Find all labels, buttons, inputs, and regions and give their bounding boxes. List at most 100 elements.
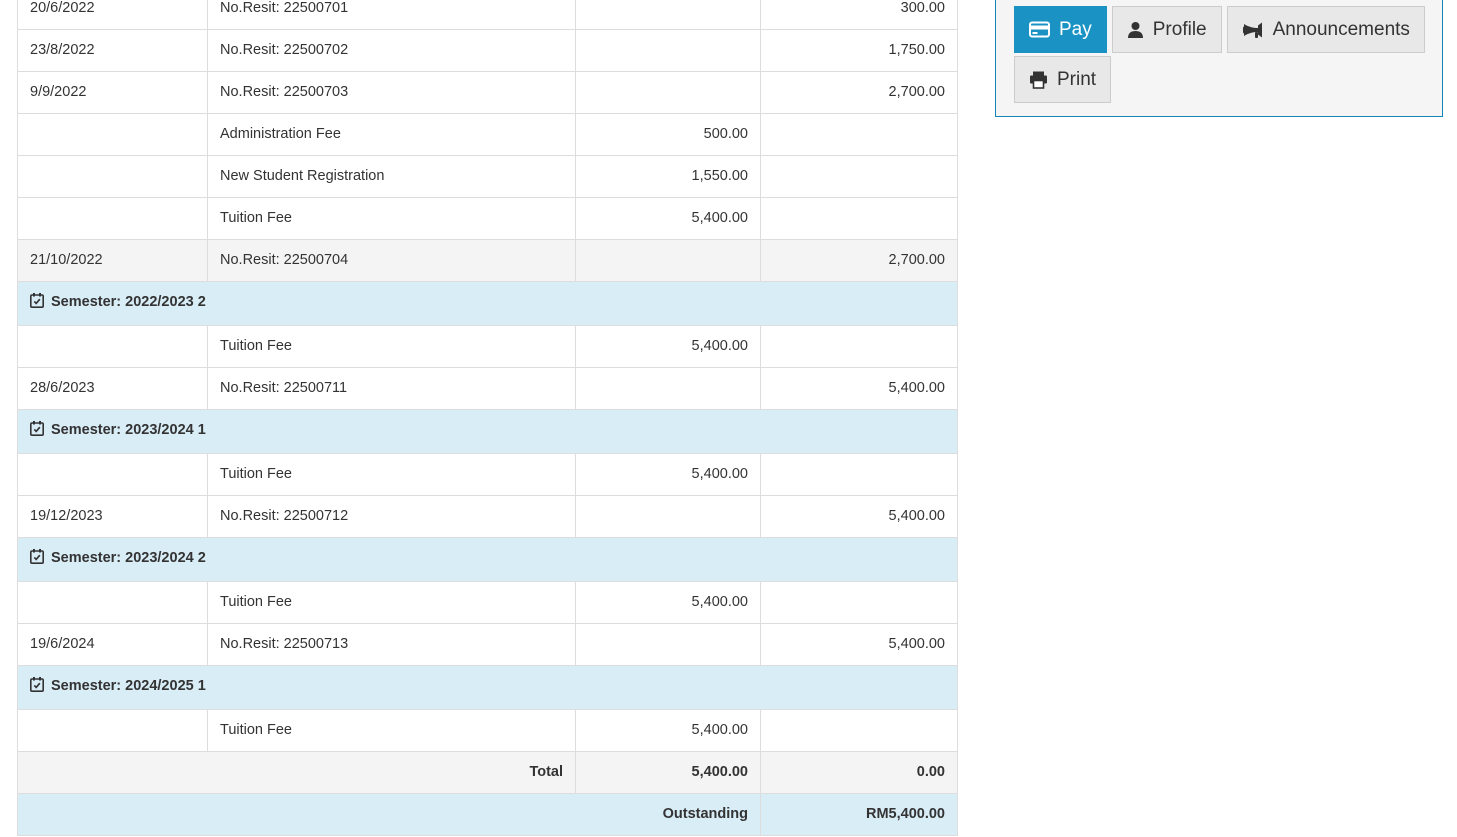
date-cell (17, 453, 208, 496)
semester-header-row: Semester: 2024/2025 1 (17, 665, 958, 710)
date-cell: 19/6/2024 (17, 623, 208, 666)
semester-label: Semester: 2024/2025 1 (51, 678, 206, 694)
pay-button-label: Pay (1059, 18, 1092, 40)
fees-statement-table: 20/6/2022 No.Resit: 22500701 300.00 23/8/20… (17, 0, 958, 836)
payment-cell: 5,400.00 (760, 367, 958, 410)
table-row: Tuition Fee 5,400.00 (17, 581, 958, 624)
print-button[interactable]: Print (1014, 56, 1112, 103)
charge-cell (575, 367, 761, 410)
outstanding-label-cell: Outstanding (17, 793, 761, 836)
payment-cell (760, 155, 958, 198)
table-row: 19/6/2024 No.Resit: 22500713 5,400.00 (17, 623, 958, 666)
charge-cell: 1,550.00 (575, 155, 761, 198)
fees-table-body: 20/6/2022 No.Resit: 22500701 300.00 23/8/20… (17, 0, 958, 836)
table-row: New Student Registration 1,550.00 (17, 155, 958, 198)
description-cell: No.Resit: 22500703 (207, 71, 576, 114)
charge-cell: 5,400.00 (575, 197, 761, 240)
table-row: Tuition Fee 5,400.00 (17, 325, 958, 368)
date-cell (17, 197, 208, 240)
date-cell (17, 155, 208, 198)
payment-cell: 1,750.00 (760, 29, 958, 72)
description-cell: Tuition Fee (207, 709, 576, 752)
user-icon (1127, 21, 1144, 39)
description-cell: No.Resit: 22500701 (207, 0, 576, 30)
date-cell (17, 113, 208, 156)
payment-cell (760, 113, 958, 156)
table-row: Tuition Fee 5,400.00 (17, 709, 958, 752)
description-cell: New Student Registration (207, 155, 576, 198)
total-payment-cell: 0.00 (760, 751, 958, 794)
description-cell: No.Resit: 22500711 (207, 367, 576, 410)
semester-label: Semester: 2023/2024 2 (51, 550, 206, 566)
date-cell (17, 709, 208, 752)
calendar-check-icon (30, 293, 44, 314)
table-row: 21/10/2022 No.Resit: 22500704 2,700.00 (17, 239, 958, 282)
description-cell: Administration Fee (207, 113, 576, 156)
charge-cell: 5,400.00 (575, 709, 761, 752)
semester-header-cell: Semester: 2023/2024 2 (17, 537, 958, 582)
table-row: 23/8/2022 No.Resit: 22500702 1,750.00 (17, 29, 958, 72)
outstanding-row: Outstanding RM5,400.00 (17, 793, 958, 836)
description-cell: Tuition Fee (207, 453, 576, 496)
payment-cell: 5,400.00 (760, 495, 958, 538)
table-row: Administration Fee 500.00 (17, 113, 958, 156)
date-cell: 23/8/2022 (17, 29, 208, 72)
date-cell (17, 581, 208, 624)
date-cell: 28/6/2023 (17, 367, 208, 410)
description-cell: No.Resit: 22500712 (207, 495, 576, 538)
semester-label: Semester: 2022/2023 2 (51, 294, 206, 310)
semester-label: Semester: 2023/2024 1 (51, 422, 206, 438)
semester-header-row: Semester: 2022/2023 2 (17, 281, 958, 326)
bullhorn-icon (1242, 21, 1264, 39)
calendar-check-icon (30, 549, 44, 570)
table-row: Tuition Fee 5,400.00 (17, 197, 958, 240)
announcements-button-label: Announcements (1272, 18, 1410, 40)
description-cell: Tuition Fee (207, 325, 576, 368)
date-cell: 19/12/2023 (17, 495, 208, 538)
printer-icon (1029, 71, 1048, 89)
payment-cell (760, 709, 958, 752)
total-label-cell: Total (17, 751, 576, 794)
semester-header-cell: Semester: 2023/2024 1 (17, 409, 958, 454)
payment-cell (760, 325, 958, 368)
calendar-check-icon (30, 677, 44, 698)
charge-cell: 500.00 (575, 113, 761, 156)
semester-header-row: Semester: 2023/2024 2 (17, 537, 958, 582)
table-row: Tuition Fee 5,400.00 (17, 453, 958, 496)
charge-cell: 5,400.00 (575, 581, 761, 624)
payment-cell: 300.00 (760, 0, 958, 30)
calendar-check-icon (30, 421, 44, 442)
payment-cell: 2,700.00 (760, 239, 958, 282)
profile-button-label: Profile (1152, 18, 1207, 40)
total-row: Total 5,400.00 0.00 (17, 751, 958, 794)
profile-button[interactable]: Profile (1111, 6, 1222, 53)
outstanding-amount-cell: RM5,400.00 (760, 793, 958, 836)
pay-button[interactable]: Pay (1014, 6, 1107, 53)
payment-cell: 2,700.00 (760, 71, 958, 114)
announcements-button[interactable]: Announcements (1226, 6, 1425, 53)
fees-statement-table-wrap: 20/6/2022 No.Resit: 22500701 300.00 23/8/20… (17, 0, 958, 836)
payment-cell: 5,400.00 (760, 623, 958, 666)
description-cell: Tuition Fee (207, 581, 576, 624)
charge-cell (575, 623, 761, 666)
date-cell: 21/10/2022 (17, 239, 208, 282)
semester-header-cell: Semester: 2022/2023 2 (17, 281, 958, 326)
payment-cell (760, 197, 958, 240)
description-cell: Tuition Fee (207, 197, 576, 240)
payment-cell (760, 581, 958, 624)
description-cell: No.Resit: 22500702 (207, 29, 576, 72)
charge-cell: 5,400.00 (575, 453, 761, 496)
table-row: 28/6/2023 No.Resit: 22500711 5,400.00 (17, 367, 958, 410)
table-row: 19/12/2023 No.Resit: 22500712 5,400.00 (17, 495, 958, 538)
payment-cell (760, 453, 958, 496)
semester-header-row: Semester: 2023/2024 1 (17, 409, 958, 454)
date-cell: 9/9/2022 (17, 71, 208, 114)
total-charge-cell: 5,400.00 (575, 751, 761, 794)
charge-cell (575, 0, 761, 30)
semester-header-cell: Semester: 2024/2025 1 (17, 665, 958, 710)
description-cell: No.Resit: 22500713 (207, 623, 576, 666)
actions-panel: Pay Profile Announcements (995, 0, 1443, 117)
date-cell: 20/6/2022 (17, 0, 208, 30)
table-row: 20/6/2022 No.Resit: 22500701 300.00 (17, 0, 958, 30)
charge-cell (575, 71, 761, 114)
